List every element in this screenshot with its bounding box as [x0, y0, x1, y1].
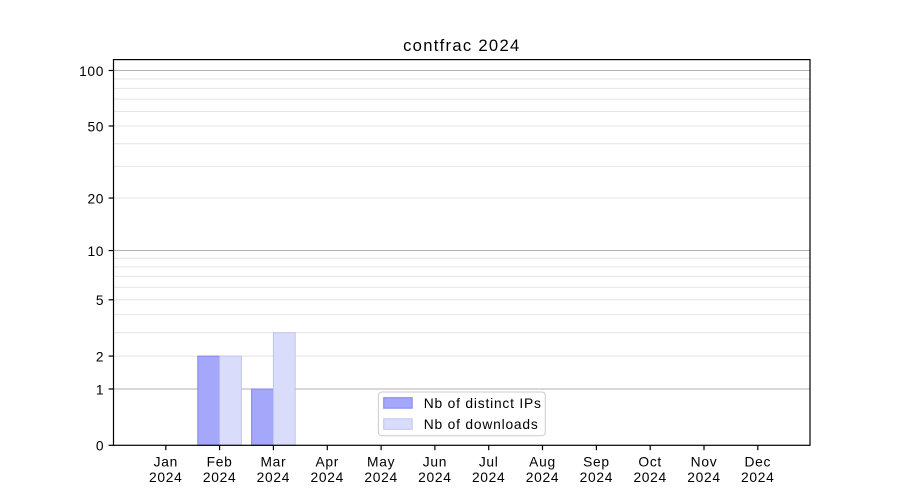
- svg-text:Nb of downloads: Nb of downloads: [424, 417, 539, 432]
- svg-text:1: 1: [96, 382, 104, 397]
- svg-text:Nb of distinct IPs: Nb of distinct IPs: [424, 396, 542, 411]
- svg-text:2024: 2024: [364, 470, 398, 485]
- svg-text:Jun: Jun: [423, 454, 447, 469]
- svg-text:Oct: Oct: [638, 454, 662, 469]
- svg-text:Aug: Aug: [529, 454, 556, 469]
- svg-text:2024: 2024: [418, 470, 452, 485]
- svg-text:Sep: Sep: [583, 454, 610, 469]
- svg-text:Dec: Dec: [744, 454, 771, 469]
- svg-text:Mar: Mar: [260, 454, 286, 469]
- svg-text:Feb: Feb: [207, 454, 233, 469]
- svg-text:2024: 2024: [149, 470, 183, 485]
- svg-text:2024: 2024: [526, 470, 560, 485]
- svg-text:2024: 2024: [472, 470, 506, 485]
- svg-text:2024: 2024: [687, 470, 721, 485]
- svg-text:2: 2: [96, 349, 104, 364]
- svg-text:2024: 2024: [633, 470, 667, 485]
- svg-text:May: May: [367, 454, 395, 469]
- svg-text:Nov: Nov: [691, 454, 718, 469]
- svg-text:5: 5: [96, 293, 104, 308]
- svg-text:contfrac 2024: contfrac 2024: [403, 36, 520, 55]
- svg-text:Jan: Jan: [154, 454, 178, 469]
- svg-text:Jul: Jul: [479, 454, 499, 469]
- svg-text:100: 100: [79, 64, 104, 79]
- svg-text:Apr: Apr: [316, 454, 340, 469]
- svg-text:2024: 2024: [741, 470, 775, 485]
- svg-text:10: 10: [87, 244, 104, 259]
- svg-text:50: 50: [87, 119, 104, 134]
- svg-text:20: 20: [87, 191, 104, 206]
- svg-text:2024: 2024: [203, 470, 237, 485]
- svg-text:2024: 2024: [311, 470, 345, 485]
- svg-text:0: 0: [96, 439, 104, 454]
- svg-text:2024: 2024: [580, 470, 614, 485]
- svg-text:2024: 2024: [257, 470, 291, 485]
